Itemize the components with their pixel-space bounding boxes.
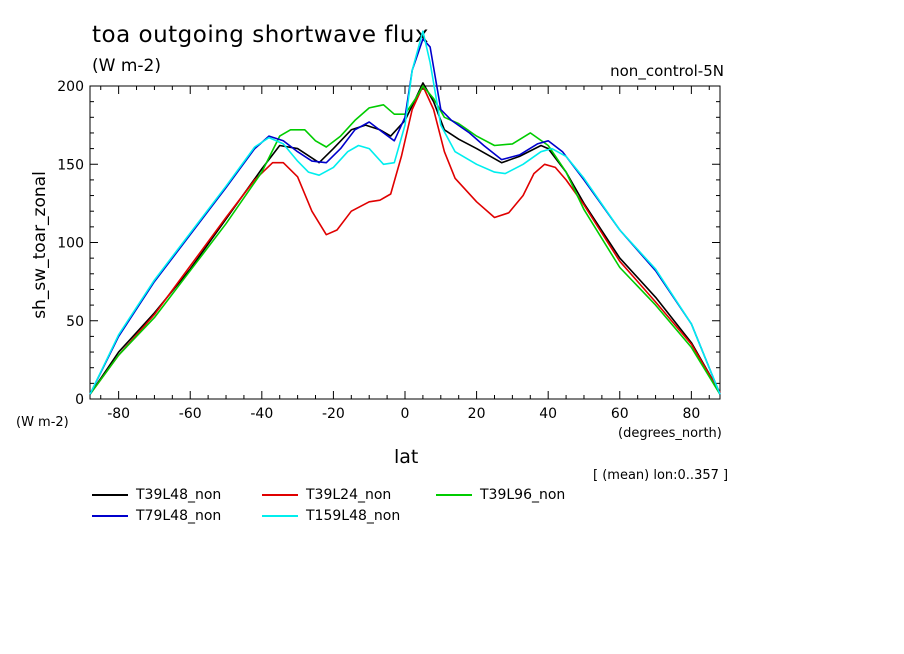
chart-title: toa outgoing shortwave flux [92,22,429,48]
legend-swatch [92,515,128,517]
legend-swatch [262,515,298,517]
legend-item: T39L48_non [92,486,221,504]
y-tick-label: 150 [57,157,84,173]
legend-label: T39L24_non [306,487,392,503]
legend-label: T39L96_non [480,487,566,503]
legend-item: T159L48_non [262,507,400,525]
y-tick-label: 100 [57,236,84,252]
legend-label: T79L48_non [136,508,222,524]
x-tick-label: -80 [107,406,130,422]
x-axis-units: (degrees_north) [618,426,722,441]
y-tick-label: 200 [57,79,84,95]
legend-label: T159L48_non [306,508,401,524]
y-axis-units: (W m-2) [16,415,69,430]
legend-swatch [436,494,472,496]
run-label: non_control-5N [610,62,724,80]
y-tick-label: 50 [66,314,84,330]
series-line [89,82,721,395]
chart-units: (W m-2) [92,56,161,76]
legend-item: T39L24_non [262,486,391,504]
x-tick-label: -60 [179,406,202,422]
legend-swatch [92,494,128,496]
legend-item: T79L48_non [92,507,221,525]
legend-swatch [262,494,298,496]
x-tick-label: -40 [250,406,273,422]
legend-label: T39L48_non [136,487,222,503]
x-tick-label: 0 [401,406,410,422]
x-tick-label: -20 [322,406,345,422]
x-tick-label: 60 [611,406,629,422]
averaging-note: [ (mean) lon:0..357 ] [593,468,729,483]
series-line [89,30,721,395]
x-tick-label: 80 [682,406,700,422]
x-tick-label: 20 [468,406,486,422]
legend-item: T39L96_non [436,486,565,504]
y-tick-label: 0 [75,392,84,408]
series-line [89,85,721,395]
x-tick-label: 40 [539,406,557,422]
x-axis-label: lat [394,446,419,468]
